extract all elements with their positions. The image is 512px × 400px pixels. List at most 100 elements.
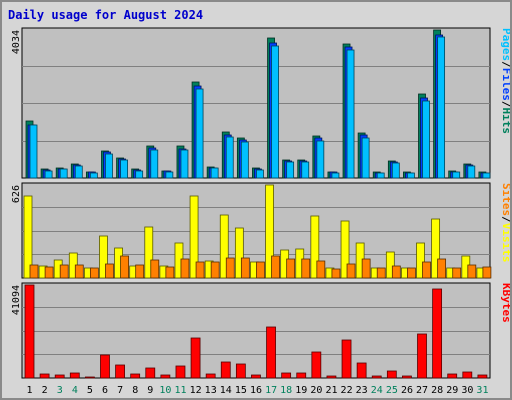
bar-sites-22 bbox=[346, 263, 356, 279]
bar-sites-2 bbox=[44, 266, 54, 279]
bar-kbytes-21 bbox=[326, 375, 337, 379]
bar-kbytes-8 bbox=[130, 373, 141, 379]
bar-pages-15 bbox=[240, 141, 249, 179]
bar-sites-4 bbox=[74, 264, 84, 279]
bar-sites-3 bbox=[59, 264, 69, 279]
bar-sites-19 bbox=[301, 258, 311, 279]
legend-item-visits: Visits bbox=[500, 223, 510, 263]
bar-kbytes-2 bbox=[39, 373, 50, 379]
bar-sites-17 bbox=[271, 255, 280, 279]
bar-kbytes-13 bbox=[205, 373, 216, 379]
bar-kbytes-24 bbox=[371, 375, 382, 379]
bar-sites-29 bbox=[452, 267, 462, 279]
bar-visits-1 bbox=[23, 195, 33, 279]
bar-visits-27 bbox=[416, 242, 425, 279]
bar-pages-12 bbox=[195, 88, 204, 179]
x-tick-label: 22 bbox=[341, 385, 353, 396]
x-tick-label: 1 bbox=[27, 385, 33, 396]
bar-pages-16 bbox=[256, 169, 264, 179]
bar-pages-3 bbox=[59, 168, 68, 179]
x-tick-label: 18 bbox=[280, 385, 292, 396]
bar-pages-21 bbox=[331, 172, 340, 179]
bar-pages-2 bbox=[44, 170, 53, 179]
bar-sites-11 bbox=[180, 258, 190, 279]
x-tick-label: 26 bbox=[401, 385, 413, 396]
x-tick-label: 30 bbox=[461, 385, 473, 396]
bar-sites-1 bbox=[29, 264, 39, 279]
x-tick-label: 7 bbox=[117, 385, 123, 396]
bar-pages-17 bbox=[271, 45, 279, 179]
bar-pages-22 bbox=[346, 49, 355, 179]
x-tick-label: 28 bbox=[431, 385, 443, 396]
bar-kbytes-12 bbox=[190, 337, 201, 379]
bar-pages-30 bbox=[467, 165, 476, 179]
bar-sites-15 bbox=[240, 257, 250, 279]
bar-sites-31 bbox=[482, 266, 492, 279]
bar-pages-6 bbox=[105, 153, 113, 179]
bar-pages-9 bbox=[150, 149, 159, 179]
x-tick-label: 10 bbox=[159, 385, 171, 396]
bar-sites-23 bbox=[361, 258, 371, 279]
legend-item-files: Files bbox=[500, 68, 510, 101]
legend-item-kbytes: KBytes bbox=[500, 283, 510, 323]
bar-kbytes-28 bbox=[432, 288, 443, 379]
bar-sites-24 bbox=[376, 267, 386, 279]
bar-pages-8 bbox=[135, 170, 144, 179]
legend-visits-sites: Sites/Visits bbox=[500, 183, 510, 263]
bar-kbytes-3 bbox=[54, 374, 65, 379]
x-tick-label: 23 bbox=[356, 385, 368, 396]
bar-kbytes-10 bbox=[160, 374, 171, 379]
bar-pages-27 bbox=[422, 100, 430, 179]
bar-sites-26 bbox=[407, 267, 416, 279]
bar-pages-31 bbox=[482, 172, 491, 179]
bar-pages-13 bbox=[210, 167, 219, 179]
bar-kbytes-4 bbox=[69, 372, 80, 379]
bar-kbytes-29 bbox=[447, 373, 458, 379]
legend-item-pages: Pages bbox=[500, 28, 510, 61]
bar-pages-5 bbox=[89, 172, 98, 179]
bar-kbytes-22 bbox=[341, 339, 352, 379]
bar-kbytes-16 bbox=[251, 374, 261, 379]
bar-kbytes-18 bbox=[281, 372, 292, 379]
y-max-label: 4034 bbox=[11, 30, 22, 54]
x-tick-label: 25 bbox=[386, 385, 398, 396]
x-tick-label: 27 bbox=[416, 385, 428, 396]
bar-visits-28 bbox=[431, 218, 441, 279]
bar-kbytes-15 bbox=[235, 363, 246, 379]
bar-visits-15 bbox=[234, 227, 244, 279]
bar-sites-9 bbox=[150, 259, 160, 279]
bar-sites-10 bbox=[165, 266, 175, 279]
bar-kbytes-11 bbox=[175, 365, 186, 379]
bar-kbytes-1 bbox=[24, 284, 35, 379]
x-tick-label: 9 bbox=[147, 385, 153, 396]
x-tick-label: 14 bbox=[220, 385, 232, 396]
x-tick-label: 11 bbox=[174, 385, 186, 396]
bar-pages-19 bbox=[301, 161, 310, 179]
bar-sites-28 bbox=[437, 258, 447, 279]
bar-pages-26 bbox=[407, 172, 415, 179]
bar-kbytes-6 bbox=[100, 354, 110, 379]
y-max-label: 626 bbox=[11, 185, 22, 203]
legend-separator: / bbox=[500, 61, 510, 68]
x-tick-label: 4 bbox=[72, 385, 78, 396]
bar-visits-14 bbox=[219, 214, 229, 279]
bar-pages-25 bbox=[391, 162, 400, 179]
bar-sites-18 bbox=[286, 258, 296, 279]
x-tick-label: 2 bbox=[42, 385, 48, 396]
chart-title: Daily usage for August 2024 bbox=[8, 8, 204, 22]
bar-sites-27 bbox=[422, 261, 431, 279]
legend-separator: / bbox=[500, 216, 510, 223]
legend-item-hits: Hits bbox=[500, 108, 510, 135]
panel-kbytes bbox=[21, 282, 491, 379]
x-tick-label: 16 bbox=[250, 385, 262, 396]
bar-sites-7 bbox=[120, 255, 129, 279]
bar-visits-22 bbox=[340, 220, 350, 279]
bar-pages-1 bbox=[29, 124, 38, 179]
bar-visits-17 bbox=[265, 184, 274, 279]
x-tick-label: 31 bbox=[476, 385, 488, 396]
bar-sites-13 bbox=[210, 261, 220, 279]
x-tick-label: 20 bbox=[310, 385, 322, 396]
bar-kbytes-14 bbox=[220, 361, 231, 379]
